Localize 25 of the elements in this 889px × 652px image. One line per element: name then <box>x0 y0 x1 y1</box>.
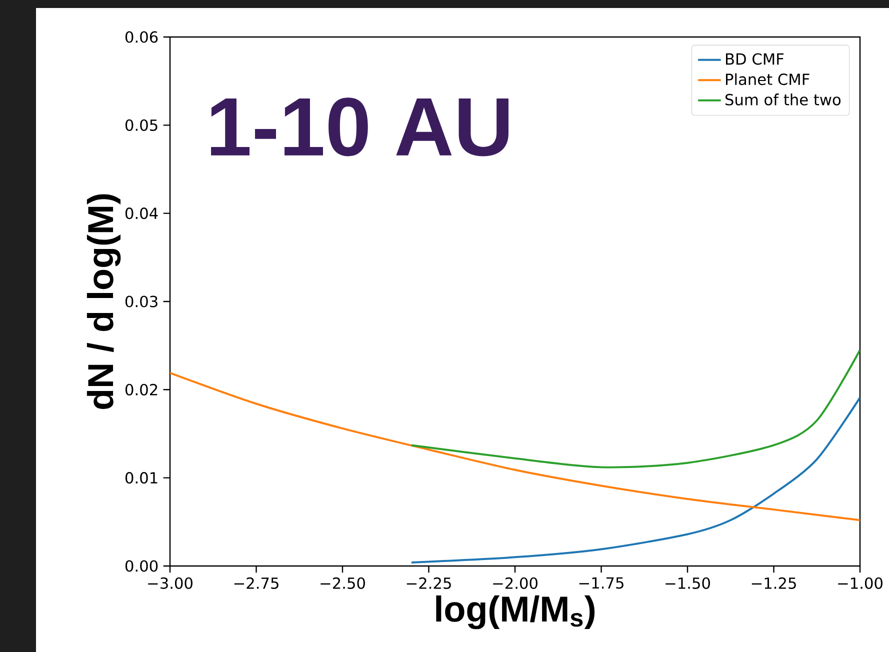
x-tick-label: −2.25 <box>406 577 451 589</box>
x-tick-label: −1.50 <box>666 577 710 589</box>
x-tick-label: −3.00 <box>148 577 192 589</box>
y-tick-label: 0.00 <box>125 560 158 572</box>
y-tick-label: 0.01 <box>125 472 158 484</box>
line-series <box>170 372 860 522</box>
y-tick-label: 0.04 <box>125 208 158 220</box>
y-axis-title: dN / d log(M) <box>86 194 121 409</box>
y-tick-label: 0.05 <box>125 119 158 131</box>
line-series <box>410 348 860 468</box>
legend-label: BD CMF <box>726 53 784 65</box>
legend-label: Planet CMF <box>726 73 810 86</box>
x-tick-label: −2.75 <box>234 577 278 589</box>
y-tick-label: 0.06 <box>125 31 158 43</box>
x-tick-label: −2.50 <box>320 577 365 589</box>
x-tick-label: −2.00 <box>493 577 538 589</box>
x-tick-label: −1.25 <box>752 577 796 589</box>
line-series <box>410 396 860 564</box>
x-axis-title: log(M/M$_{s}$) <box>436 595 595 630</box>
annotation: 1-10 AU <box>211 98 508 156</box>
y-tick-label: 0.03 <box>125 296 158 308</box>
legend-label: Sum of the two <box>726 94 841 106</box>
x-tick-label: −1.75 <box>579 577 624 589</box>
y-tick-label: 0.02 <box>125 384 158 396</box>
x-tick-label: −1.00 <box>838 577 882 589</box>
